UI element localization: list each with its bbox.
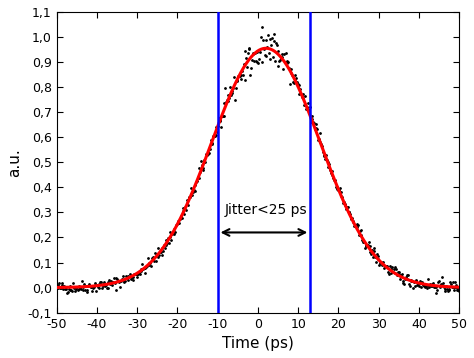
Y-axis label: a.u.: a.u. [7,148,22,176]
Text: Jitter<25 ps: Jitter<25 ps [225,203,307,217]
X-axis label: Time (ps): Time (ps) [222,336,294,351]
